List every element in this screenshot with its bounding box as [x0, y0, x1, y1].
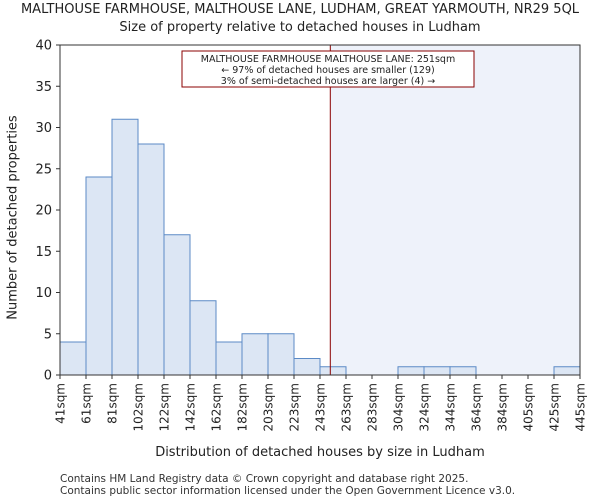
highlight-region [330, 45, 580, 375]
bar [85, 176, 113, 376]
x-tick-label: 162sqm [210, 383, 224, 431]
y-tick-label: 20 [35, 204, 52, 219]
bar [189, 300, 217, 376]
x-tick-label: 263sqm [340, 383, 354, 431]
y-tick-label: 35 [35, 80, 52, 95]
x-tick-label: 142sqm [184, 383, 198, 431]
x-tick-label: 405sqm [522, 383, 536, 431]
bar [293, 358, 321, 376]
y-tick-label: 10 [35, 286, 52, 301]
annotation-line: ← 97% of detached houses are smaller (12… [221, 65, 434, 76]
x-tick-label: 324sqm [418, 383, 432, 431]
bar [423, 366, 451, 376]
x-tick-label: 223sqm [288, 383, 302, 431]
x-axis-label: Distribution of detached houses by size … [155, 445, 485, 460]
annotation-line: 3% of semi-detached houses are larger (4… [221, 76, 435, 87]
bar [111, 118, 139, 376]
x-tick-label: 243sqm [314, 383, 328, 431]
y-tick-label: 30 [35, 121, 52, 136]
annotation-line: MALTHOUSE FARMHOUSE MALTHOUSE LANE: 251s… [201, 54, 455, 65]
y-tick-label: 25 [35, 162, 52, 177]
bar [397, 366, 425, 376]
x-tick-label: 61sqm [80, 383, 94, 424]
x-tick-label: 41sqm [54, 383, 68, 424]
bar [59, 341, 87, 376]
bar [267, 333, 295, 376]
bar [319, 366, 347, 376]
x-tick-label: 384sqm [496, 383, 510, 431]
x-tick-label: 102sqm [132, 383, 146, 431]
y-tick-label: 15 [35, 245, 52, 260]
y-axis-label: Number of detached properties [5, 115, 21, 320]
footer-line-2: Contains public sector information licen… [60, 485, 516, 497]
x-tick-label: 445sqm [574, 383, 588, 431]
x-tick-label: 344sqm [444, 383, 458, 431]
bar [553, 366, 581, 376]
x-tick-label: 364sqm [470, 383, 484, 431]
x-tick-label: 304sqm [392, 383, 406, 431]
x-tick-label: 283sqm [366, 383, 380, 431]
bar [215, 341, 243, 376]
x-tick-label: 203sqm [262, 383, 276, 431]
bar [137, 143, 165, 376]
bar [163, 234, 191, 376]
x-tick-label: 182sqm [236, 383, 250, 431]
chart-subtitle: Size of property relative to detached ho… [119, 20, 481, 35]
x-tick-label: 122sqm [158, 383, 172, 431]
annotation-box [181, 50, 475, 88]
x-tick-label: 81sqm [106, 383, 120, 424]
bar [449, 366, 477, 376]
y-tick-label: 5 [44, 327, 52, 342]
footer-line-1: Contains HM Land Registry data © Crown c… [60, 473, 469, 485]
bar [241, 333, 269, 376]
x-tick-label: 425sqm [548, 383, 562, 431]
chart-title: MALTHOUSE FARMHOUSE, MALTHOUSE LANE, LUD… [20, 2, 580, 17]
y-tick-label: 40 [35, 39, 52, 54]
y-tick-label: 0 [44, 369, 52, 384]
